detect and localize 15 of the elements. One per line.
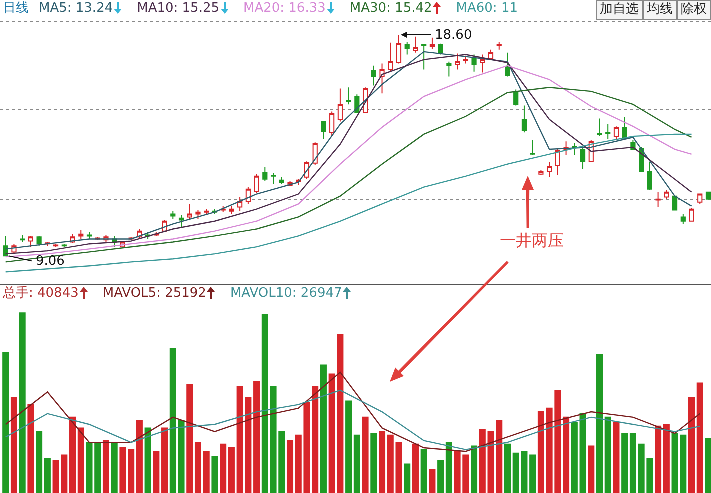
legend-label: MAVOL10: 26947 <box>230 286 342 301</box>
legend-label: MAVOL5: 25192 <box>102 286 206 301</box>
text: MA5: 13.24 <box>39 1 114 16</box>
text: 除权 <box>677 0 711 20</box>
series-label: 总手: 40843 <box>3 286 79 301</box>
annotation: 18.60 <box>435 28 472 43</box>
text: MA30: 15.42 <box>350 1 432 16</box>
annotation: 一井两压 <box>500 231 564 252</box>
annotation: 9.06 <box>36 254 65 269</box>
text: 均线 <box>643 0 677 20</box>
text: MA60: 11 <box>456 1 518 16</box>
text: 加自选 <box>596 0 643 20</box>
chart-title: 日线 <box>3 1 29 16</box>
text: MA20: 16.33 <box>244 1 326 16</box>
text: MA10: 15.25 <box>137 1 220 16</box>
